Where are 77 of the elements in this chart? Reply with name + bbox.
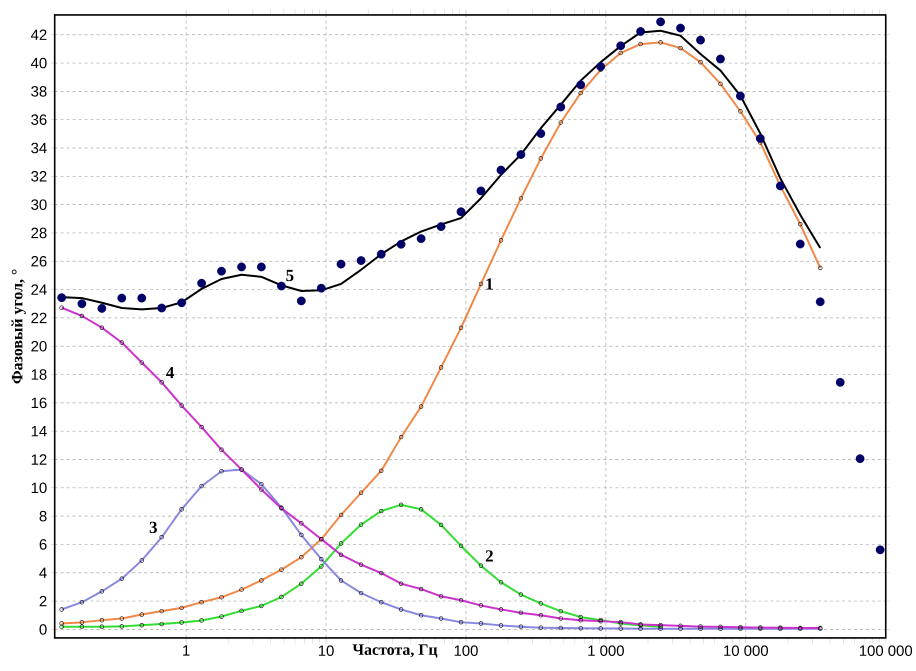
y-tick-label: 16	[32, 398, 47, 408]
point	[177, 298, 186, 308]
point	[856, 454, 864, 464]
point	[396, 240, 406, 249]
y-tick-label: 12	[32, 454, 46, 465]
series-label: 2	[486, 550, 493, 562]
y-tick-label: 18	[32, 369, 47, 380]
point	[576, 80, 586, 90]
point	[376, 250, 386, 259]
x-tick-label: 10 000	[724, 645, 768, 656]
y-tick-label: 0	[39, 624, 47, 635]
x-tick-label: 1 000	[588, 645, 624, 656]
y-tick-label: 22	[31, 312, 46, 324]
point	[476, 186, 486, 196]
point	[277, 282, 286, 290]
point	[456, 207, 466, 216]
point	[356, 256, 366, 265]
point	[616, 41, 626, 50]
y-tick-label: 32	[31, 171, 46, 182]
y-tick-label: 8	[40, 510, 47, 522]
y-tick-label: 30	[31, 199, 47, 210]
x-tick-label: 100 000	[860, 645, 912, 656]
point	[696, 36, 705, 44]
point	[756, 134, 765, 143]
series-label: 3	[150, 522, 157, 534]
point	[496, 166, 506, 174]
y-tick-label: 6	[40, 539, 47, 550]
point	[816, 297, 825, 306]
y-tick-label: 42	[30, 30, 46, 40]
point	[636, 27, 645, 36]
y-tick-label: 28	[31, 228, 47, 238]
y-tick-label: 36	[31, 114, 47, 125]
point	[436, 222, 446, 231]
point	[197, 278, 206, 288]
point	[117, 294, 126, 302]
point	[516, 150, 526, 159]
point	[157, 304, 166, 312]
point	[556, 102, 566, 112]
point	[78, 299, 86, 308]
series-label: 5	[286, 270, 294, 282]
point	[876, 545, 885, 554]
point	[416, 234, 426, 243]
point	[336, 260, 346, 268]
series-label: 1	[486, 278, 493, 290]
point	[776, 182, 785, 190]
point	[796, 240, 805, 248]
point	[836, 378, 845, 387]
point	[536, 129, 546, 138]
y-tick-label: 10	[32, 482, 47, 494]
y-tick-label: 24	[31, 284, 47, 295]
point	[716, 54, 725, 64]
y-tick-label: 34	[31, 142, 47, 154]
point	[736, 92, 745, 100]
point	[57, 293, 66, 302]
x-axis-title: Частота, Гц	[352, 644, 438, 658]
x-tick-label: 10	[318, 645, 334, 656]
x-tick-label: 1	[183, 645, 190, 656]
point	[217, 266, 226, 276]
y-tick-label: 4	[39, 568, 47, 578]
y-tick-label: 26	[31, 256, 47, 267]
point	[237, 262, 246, 272]
y-tick-label: 14	[32, 426, 47, 436]
point	[676, 24, 685, 32]
y-axis-title: Фазовый угол, °	[11, 269, 26, 384]
series-label: 4	[166, 367, 174, 378]
y-tick-label: 20	[31, 340, 47, 352]
point	[256, 262, 266, 272]
x-tick-label: 100	[454, 645, 478, 656]
point	[656, 17, 665, 26]
y-tick-label: 2	[40, 596, 46, 606]
point	[137, 294, 146, 302]
point	[316, 284, 326, 293]
point	[596, 62, 606, 71]
point	[97, 304, 106, 313]
point	[296, 296, 306, 306]
y-tick-label: 40	[30, 58, 47, 68]
y-tick-label: 38	[31, 86, 47, 97]
